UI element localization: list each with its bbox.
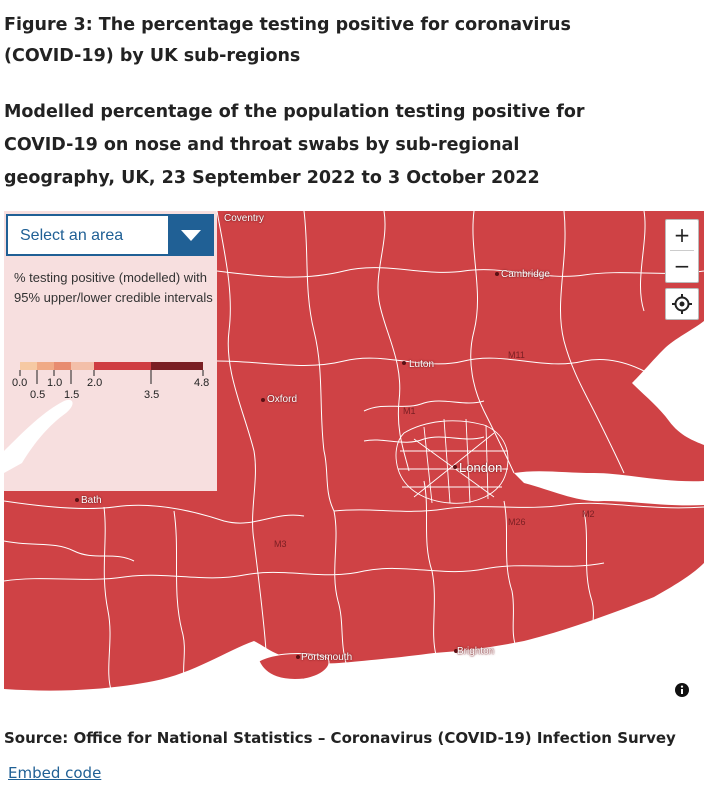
road-label-m1: M1 bbox=[403, 406, 416, 416]
place-label-london: London bbox=[459, 460, 503, 475]
place-marker-london bbox=[453, 465, 457, 469]
legend-swatch-5 bbox=[151, 362, 203, 370]
place-marker-portsmouth bbox=[296, 655, 300, 659]
place-marker-cambridge bbox=[495, 272, 499, 276]
place-label-brighton: Brighton bbox=[457, 646, 495, 657]
map-container[interactable]: Coventry Cambridge Luton Oxford London B… bbox=[4, 211, 704, 711]
figure-title: Figure 3: The percentage testing positiv… bbox=[4, 15, 571, 66]
place-label-oxford: Oxford bbox=[267, 394, 298, 405]
road-label-m3: M3 bbox=[274, 539, 287, 549]
sea-east bbox=[632, 321, 704, 445]
info-button[interactable] bbox=[674, 682, 690, 698]
place-label-luton: Luton bbox=[409, 359, 435, 370]
zoom-controls: + − bbox=[665, 219, 699, 283]
place-marker-brighton bbox=[454, 649, 458, 653]
place-marker-bath bbox=[75, 498, 79, 502]
thames-estuary bbox=[514, 471, 704, 506]
legend-tick-1-0: 1.0 bbox=[47, 377, 63, 389]
place-marker-luton bbox=[402, 361, 406, 365]
legend-tick-3-5: 3.5 bbox=[144, 389, 160, 401]
locate-button[interactable] bbox=[665, 288, 699, 320]
area-select-label: Select an area bbox=[20, 227, 124, 244]
legend-tick-2-0: 2.0 bbox=[87, 377, 103, 389]
crosshair-icon bbox=[672, 294, 692, 314]
area-select[interactable]: Select an area bbox=[6, 214, 214, 256]
sea-south bbox=[4, 563, 704, 711]
legend-ticks bbox=[19, 370, 204, 384]
caret-down-icon bbox=[181, 230, 201, 241]
legend-panel: Select an area % testing positive (model… bbox=[4, 211, 217, 491]
zoom-divider bbox=[670, 250, 694, 251]
legend-tick-1-5: 1.5 bbox=[64, 389, 80, 401]
legend-swatch-3b bbox=[71, 362, 94, 370]
road-label-m2: M2 bbox=[582, 509, 595, 519]
road-label-m11: M11 bbox=[508, 350, 525, 360]
info-icon bbox=[675, 683, 689, 697]
embed-code-link[interactable]: Embed code bbox=[8, 764, 102, 782]
place-label-bath: Bath bbox=[81, 495, 102, 506]
place-label-cambridge: Cambridge bbox=[501, 269, 550, 280]
place-label-portsmouth: Portsmouth bbox=[301, 652, 353, 663]
zoom-out-button[interactable]: − bbox=[673, 254, 691, 278]
isle-of-wight bbox=[258, 653, 330, 680]
area-select-button[interactable] bbox=[168, 214, 214, 256]
place-marker-oxford bbox=[261, 398, 265, 402]
figure-subtitle: Modelled percentage of the population te… bbox=[4, 102, 585, 188]
road-label-m26: M26 bbox=[508, 517, 526, 527]
legend-swatch-3 bbox=[54, 362, 71, 370]
source-note: Source: Office for National Statistics –… bbox=[4, 729, 676, 747]
legend-tick-0-0: 0.0 bbox=[12, 377, 28, 389]
place-label-coventry: Coventry bbox=[224, 213, 265, 224]
legend-scale bbox=[19, 362, 204, 384]
zoom-in-button[interactable]: + bbox=[673, 223, 691, 247]
legend-description: % testing positive (modelled) with 95% u… bbox=[14, 270, 213, 305]
boundary-lines bbox=[4, 211, 704, 694]
legend-swatch-2 bbox=[37, 362, 54, 370]
legend-tick-4-8: 4.8 bbox=[194, 377, 210, 389]
legend-tick-0-5: 0.5 bbox=[30, 389, 46, 401]
legend-swatch-1 bbox=[20, 362, 37, 370]
legend-swatch-4 bbox=[94, 362, 151, 370]
